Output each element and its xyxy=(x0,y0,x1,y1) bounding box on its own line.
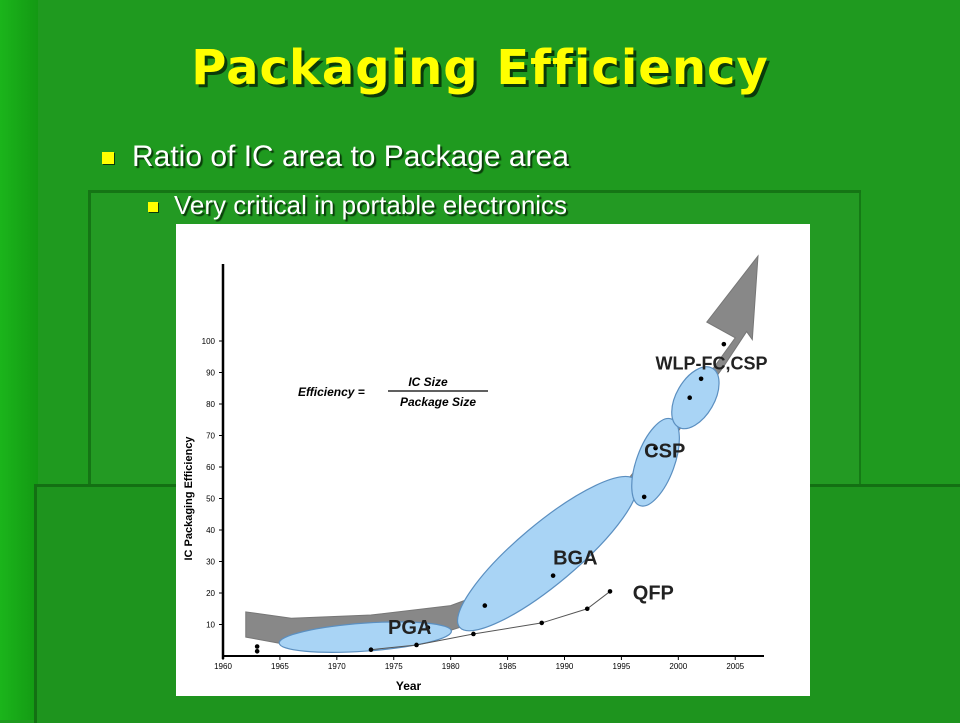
data-point xyxy=(254,644,260,649)
x-tick-label: 1985 xyxy=(499,662,517,671)
y-axis-title: IC Packaging Efficiency xyxy=(183,436,195,561)
y-tick-label: 60 xyxy=(206,463,215,472)
formula-denominator: Package Size xyxy=(400,395,476,409)
x-tick-label: 1960 xyxy=(214,662,232,671)
bullet-level-2: Very critical in portable electronics xyxy=(148,190,567,221)
x-tick-label: 1980 xyxy=(442,662,460,671)
bullet-text: Ratio of IC area to Package area xyxy=(132,140,569,173)
formula-lhs: Efficiency = xyxy=(298,385,365,399)
data-point xyxy=(482,603,488,608)
series-point-qfp xyxy=(414,642,419,648)
x-tick-label: 1975 xyxy=(385,662,403,671)
series-point-qfp xyxy=(607,589,613,594)
y-tick-label: 70 xyxy=(206,432,215,441)
y-tick-label: 80 xyxy=(206,400,215,409)
data-point xyxy=(641,494,647,500)
y-tick-label: 50 xyxy=(206,495,215,504)
region-label: BGA xyxy=(553,548,597,570)
package-region-ellipse xyxy=(671,366,720,430)
x-tick-label: 1965 xyxy=(271,662,289,671)
x-tick-label: 1990 xyxy=(556,662,574,671)
data-point xyxy=(653,445,658,451)
y-tick-label: 30 xyxy=(206,558,215,567)
y-tick-label: 40 xyxy=(206,526,215,535)
series-point-qfp xyxy=(584,606,590,612)
package-region-ellipse xyxy=(278,621,452,653)
background-strip xyxy=(0,0,38,720)
series-point-qfp xyxy=(539,620,545,626)
chart-svg: 10 20 30 40 50 60 70 80 90 100 1960 1965 1970 1975 198… xyxy=(183,254,768,693)
data-point xyxy=(550,573,556,578)
y-tick-label: 100 xyxy=(202,337,216,346)
region-label: PGA xyxy=(388,617,431,639)
region-label: CSP xyxy=(644,441,685,463)
x-axis-title: Year xyxy=(396,679,422,693)
x-tick-label: 1995 xyxy=(613,662,631,671)
data-point xyxy=(687,395,693,400)
y-tick-label: 20 xyxy=(206,589,215,598)
x-tick-label: 2000 xyxy=(669,662,687,671)
x-tick-label: 2005 xyxy=(726,662,744,671)
square-bullet-icon xyxy=(148,202,158,213)
series-label-qfp: QFP xyxy=(633,582,674,604)
formula-numerator: IC Size xyxy=(408,375,448,389)
bullet-level-1: Ratio of IC area to Package area xyxy=(102,140,569,174)
region-label: WLP-FC,CSP xyxy=(656,353,768,373)
x-tick-label: 1970 xyxy=(328,662,346,671)
data-point xyxy=(721,341,727,347)
y-tick-label: 10 xyxy=(206,621,215,630)
y-tick-label: 90 xyxy=(206,369,215,378)
efficiency-chart: 10 20 30 40 50 60 70 80 90 100 1960 1965 1970 1975 198… xyxy=(176,224,810,696)
series-point-qfp xyxy=(368,647,374,652)
data-point xyxy=(254,648,260,654)
series-point-qfp xyxy=(471,631,476,637)
square-bullet-icon xyxy=(102,152,114,165)
data-point xyxy=(425,625,431,630)
series-line-qfp xyxy=(370,591,611,651)
slide-title: Packaging Efficiency xyxy=(191,40,769,96)
data-point xyxy=(698,376,704,382)
package-region-ellipse xyxy=(631,417,680,507)
bullet-text: Very critical in portable electronics xyxy=(174,190,568,220)
